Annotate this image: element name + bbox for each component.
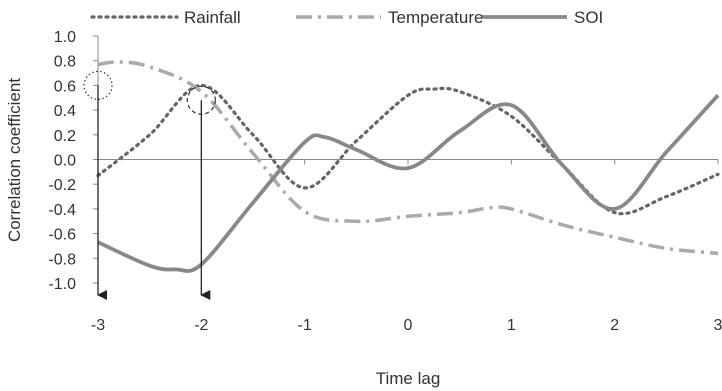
y-tick-label: 0.6 — [54, 78, 76, 95]
x-tick-label: 0 — [404, 317, 413, 334]
legend-label-soi: SOI — [574, 8, 603, 27]
y-tick-label: 0.0 — [54, 153, 76, 170]
series-line-rainfall — [96, 83, 720, 216]
x-tick-label: -3 — [91, 317, 105, 334]
y-tick-label: -1.0 — [48, 276, 76, 293]
legend-label-temperature: Temperature — [388, 8, 483, 27]
x-tick-label: -1 — [298, 317, 312, 334]
series-line-soi — [97, 94, 720, 273]
series-group — [96, 60, 720, 273]
x-tick-label: 3 — [714, 317, 722, 334]
y-axis-title: Correlation coefficient — [5, 78, 24, 242]
x-tick-label: -2 — [194, 317, 208, 334]
x-axis-title: Time lag — [376, 369, 441, 388]
y-tick-label: -0.8 — [48, 251, 76, 268]
y-tick-label: 1.0 — [54, 29, 76, 46]
x-tick-label: 1 — [507, 317, 516, 334]
y-tick-label: -0.2 — [48, 177, 76, 194]
y-tick-label: 0.8 — [54, 54, 76, 71]
legend-label-rainfall: Rainfall — [184, 8, 241, 27]
axes: 1.0 0.8 0.6 0.4 0.2 0.0 -0.2 -0.4 -0.6 -0.8 -1.0 -3… — [48, 29, 722, 334]
annotation-circle — [83, 70, 113, 101]
legend: Rainfall Temperature SOI — [90, 8, 603, 27]
y-tick-label: 0.4 — [54, 103, 76, 120]
y-tick-label: -0.4 — [48, 202, 76, 219]
x-tick-label: 2 — [610, 317, 619, 334]
series-line-temperature — [97, 60, 719, 256]
annotations — [83, 70, 216, 300]
y-tick-label: 0.2 — [54, 128, 76, 145]
y-tick-label: -0.6 — [48, 227, 76, 244]
